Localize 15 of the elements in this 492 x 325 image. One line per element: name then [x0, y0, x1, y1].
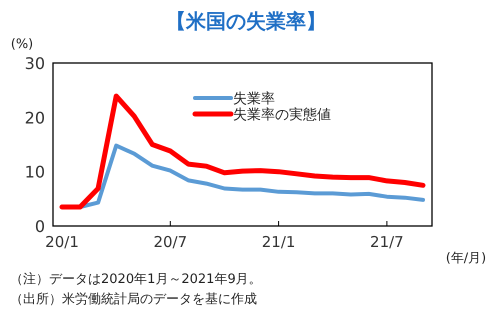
x-tick-label: 21/1 — [262, 233, 296, 251]
y-tick-label: 10 — [24, 162, 45, 182]
x-axis-title: (年/月) — [446, 251, 486, 266]
y-axis-title: (%) — [10, 37, 34, 52]
text: （注）データは2020年1月～2021年9月。 — [10, 272, 262, 287]
y-tick-label: 20 — [24, 108, 45, 128]
legend-label: 失業率の実態値 — [233, 107, 331, 123]
y-tick-label: 0 — [34, 217, 45, 236]
chart-title: 【米国の失業率】 — [166, 9, 326, 33]
x-tick-label: 20/1 — [45, 233, 79, 251]
legend-label: 失業率 — [233, 91, 275, 107]
text: （出所）米労働統計局のデータを基に作成 — [10, 292, 257, 307]
y-tick-label: 30 — [24, 54, 45, 73]
x-tick-label: 20/7 — [153, 233, 188, 251]
x-tick-label: 21/7 — [370, 233, 404, 251]
